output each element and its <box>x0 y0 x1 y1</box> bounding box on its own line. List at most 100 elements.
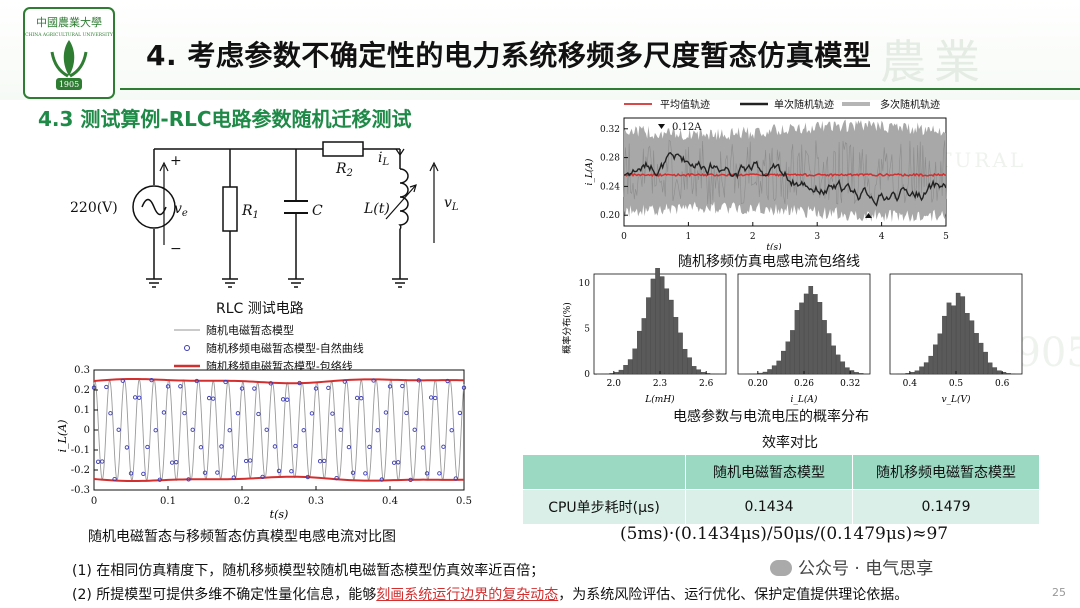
x-tick-label: 0.2 <box>234 496 250 507</box>
natural-marker <box>169 460 175 465</box>
natural-marker <box>346 444 352 450</box>
natural-marker <box>350 470 356 475</box>
histogram-bar <box>646 297 651 375</box>
histogram-bar <box>978 342 984 375</box>
natural-marker <box>453 476 458 481</box>
histogram-bar <box>808 286 814 375</box>
histogram-bar <box>955 292 961 375</box>
histogram-bar <box>767 369 772 375</box>
histogram-bar <box>969 320 975 375</box>
envelope-lower <box>93 475 465 483</box>
natural-marker <box>248 458 253 463</box>
histogram-bar <box>758 372 763 375</box>
natural-marker <box>260 474 265 480</box>
y-tick-label: 5 <box>584 325 590 335</box>
histogram-bar <box>705 373 711 375</box>
histogram-bar <box>822 320 827 375</box>
natural-marker <box>256 411 261 417</box>
natural-marker <box>239 386 245 391</box>
natural-marker <box>145 444 150 450</box>
histogram-bar <box>942 315 947 375</box>
natural-marker <box>383 410 389 415</box>
natural-marker <box>190 427 195 432</box>
y-tick-label: 0.1 <box>74 405 90 416</box>
y-tick-label: 0 <box>84 425 90 436</box>
natural-marker <box>371 378 376 383</box>
natural-marker <box>285 397 290 402</box>
y-tick-label: 0 <box>584 370 590 380</box>
natural-marker <box>400 383 405 389</box>
natural-marker <box>272 444 278 449</box>
natural-marker <box>354 395 360 401</box>
natural-marker <box>178 384 183 389</box>
histogram-bar <box>799 302 804 375</box>
natural-marker <box>428 395 434 400</box>
natural-marker <box>231 475 236 480</box>
histogram-bar <box>614 372 619 375</box>
natural-marker <box>313 386 319 391</box>
efficiency-table-row: CPU单步耗时(μs) 0.1434 0.1479 <box>522 489 1040 525</box>
wechat-icon <box>770 560 792 576</box>
natural-marker <box>408 477 413 483</box>
histogram-bar <box>919 366 924 375</box>
logo-text-en: CHINA AGRICULTURAL UNIVERSITY <box>25 32 114 38</box>
annotation-marker-bottom <box>865 213 872 218</box>
natural-marker <box>141 471 146 477</box>
natural-marker <box>112 476 117 482</box>
histogram-bar <box>844 367 850 375</box>
bottom-xlabel: t(s) <box>270 508 289 521</box>
resistor-r1 <box>222 186 238 232</box>
capacitor-c <box>284 200 308 214</box>
histogram-bar <box>668 299 674 375</box>
slide-title: 4. 考虑参数不确定性的电力系统移频多尺度暂态仿真模型 <box>146 39 872 72</box>
r1-label: R <box>241 203 253 219</box>
current-comparison-chart: 随机电磁暂态模型 随机移频电磁暂态模型-自然曲线 随机移频电磁暂态模型-包络线 … <box>56 323 472 521</box>
section-subtitle: 4.3 测试算例-RLC电路参数随机迁移测试 <box>38 107 412 131</box>
x-tick-label: 0.1 <box>160 496 176 507</box>
natural-marker <box>326 385 331 391</box>
natural-marker <box>95 459 101 464</box>
efficiency-table: 随机电磁暂态模型 随机移频电磁暂态模型 CPU单步耗时(μs) 0.1434 0… <box>522 454 1040 525</box>
natural-marker <box>420 445 426 450</box>
ve-sub: e <box>182 208 188 219</box>
ve-label: v <box>174 201 182 217</box>
natural-marker <box>297 380 302 386</box>
natural-marker <box>396 460 401 465</box>
distribution-caption: 电感参数与电流电压的概率分布 <box>673 409 869 425</box>
natural-marker <box>198 445 204 450</box>
bottom-plot-caption: 随机电磁暂态与移频暂态仿真模型电感电流对比图 <box>88 529 396 545</box>
natural-marker <box>293 443 298 449</box>
natural-marker <box>359 396 364 401</box>
histogram-bar <box>996 370 1002 375</box>
natural-marker <box>243 458 249 464</box>
histogram-bar <box>1006 373 1011 375</box>
header-band <box>0 0 1080 100</box>
histogram-bar <box>771 365 777 375</box>
rlc-circuit-diagram: 220(V) + − ve R1 C R2 iL L(t) vL <box>70 141 459 288</box>
natural-marker <box>252 386 257 391</box>
natural-marker <box>104 384 109 390</box>
envelope-ylabel: i_L(A) <box>584 158 595 185</box>
histogram-bar <box>983 351 988 375</box>
x-tick-label: 2.6 <box>699 379 714 389</box>
histogram-bar <box>687 357 692 375</box>
natural-marker <box>334 475 339 481</box>
natural-marker <box>449 428 454 433</box>
efficiency-table-header: 随机电磁暂态模型 随机移频电磁暂态模型 <box>522 454 1040 490</box>
natural-marker <box>367 444 372 450</box>
histogram-bar <box>682 348 688 375</box>
histogram-bar <box>923 362 929 375</box>
histogram-bar <box>678 332 683 375</box>
histogram-bar <box>937 333 943 375</box>
histogram-bar <box>826 333 832 375</box>
natural-marker <box>124 445 130 450</box>
note-2-prefix: (2) 所提模型可提供多维不确定性量化信息，能够 <box>72 587 377 603</box>
natural-marker <box>404 410 409 416</box>
natural-marker <box>437 471 442 476</box>
il-sub: L <box>381 157 389 168</box>
histogram-bar <box>960 296 966 375</box>
y-tick-label: -0.3 <box>71 485 90 496</box>
histogram-bar <box>987 362 993 375</box>
natural-marker <box>416 378 421 383</box>
histogram-bar <box>849 370 855 375</box>
